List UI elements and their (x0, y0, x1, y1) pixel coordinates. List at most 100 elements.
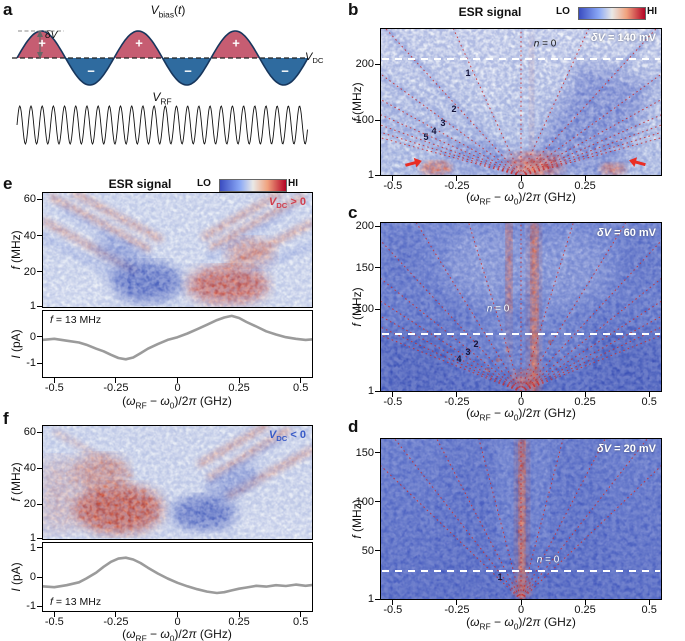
red-arrow-right (629, 157, 646, 167)
x-tick-label: 0.5 (293, 616, 309, 628)
y-tick-mark (37, 336, 42, 338)
heatmap-f (42, 425, 313, 540)
x-tick-mark (392, 392, 394, 397)
x-tick-label: 0.5 (293, 382, 309, 394)
heatmap-d (380, 438, 662, 600)
x-tick-mark (53, 378, 55, 383)
sideband-fan-lines (380, 438, 662, 600)
x-tick-mark (456, 392, 458, 397)
y-tick-label: 60 (23, 426, 36, 439)
y-tick-mark (37, 271, 42, 273)
x-tick-label: -0.25 (444, 180, 470, 192)
y-tick-label: 100 (355, 303, 374, 316)
heatmap-e (42, 192, 313, 308)
dashed-guide-line (382, 569, 660, 572)
y-tick-label: 0 (29, 571, 36, 583)
x-tick-label: 0 (517, 180, 525, 192)
y-tick-label: 50 (361, 544, 374, 557)
y-tick-label: 1 (29, 300, 36, 313)
current-trace (42, 314, 313, 361)
x-tick-mark (456, 176, 458, 181)
y-tick-label: 100 (355, 114, 374, 127)
y-tick-mark (375, 550, 380, 552)
fan-label-2: 2 (473, 339, 479, 349)
y-tick-label: 100 (355, 495, 374, 508)
panel-letter-f: f (3, 409, 9, 428)
heatmap-c (380, 222, 662, 392)
y-tick-label: 40 (23, 462, 36, 475)
x-tick-mark (584, 176, 586, 181)
y-tick-mark (37, 362, 42, 364)
vbias-label: Vbias(t) (150, 3, 186, 20)
y-tick-mark (375, 225, 380, 227)
y-tick-mark (37, 503, 42, 505)
x-tick-label: -0.5 (383, 396, 403, 408)
n0-annotation-b: n = 0 (533, 38, 557, 50)
y-tick-mark (37, 235, 42, 236)
panel-letter-d: d (348, 417, 359, 436)
x-axis-label-f: (ωRF − ω0)/2π (GHz) (122, 627, 232, 641)
y-tick-mark (375, 501, 380, 503)
delta-v-label: δV (45, 30, 58, 41)
y-tick-mark (375, 598, 380, 600)
x-tick-label: 0 (517, 604, 525, 616)
minus-sign: − (184, 63, 192, 79)
x-tick-mark (392, 176, 394, 181)
x-tick-label: 0.25 (574, 396, 596, 408)
x-tick-label: 0 (174, 382, 181, 394)
x-tick-mark (648, 392, 650, 397)
n0-annotation-c: n = 0 (486, 303, 510, 315)
panel-letter-b: b (348, 0, 359, 19)
y-tick-label: -1 (26, 600, 36, 613)
x-tick-mark (456, 600, 458, 605)
delta-v-annotation-b: δV = 140 mV (590, 32, 656, 44)
plus-sign: + (38, 35, 46, 51)
panel-letter-e: e (3, 174, 13, 193)
fan-label-5: 5 (423, 132, 429, 142)
fan-label-2: 2 (451, 104, 457, 114)
colorbar (578, 7, 646, 20)
delta-v-annotation-d: δV = 20 mV (596, 443, 656, 455)
esr-signal-title: ESR signal (108, 177, 172, 191)
y-tick-mark (375, 119, 380, 121)
minus-sign: − (281, 63, 289, 79)
y-tick-label: 200 (355, 220, 374, 233)
delta-v-annotation-c: δV = 60 mV (596, 227, 656, 239)
fan-label-1: 1 (465, 68, 471, 78)
red-arrow-left (405, 157, 422, 168)
x-tick-mark (115, 612, 117, 617)
y-tick-label: 40 (23, 229, 36, 242)
fan-label-4: 4 (431, 126, 437, 136)
vdc-negative-annotation: VDC < 0 (268, 429, 306, 444)
fan-label-4: 4 (456, 354, 462, 364)
colorbar (219, 179, 287, 192)
dashed-guide-line (382, 57, 660, 60)
y-tick-mark (37, 547, 42, 549)
vrf-label: VRF (152, 90, 172, 107)
f13-annotation-f: f = 13 MHz (50, 596, 102, 608)
y-tick-label: 1 (367, 593, 374, 606)
x-tick-label: -0.25 (444, 396, 470, 408)
x-tick-label: 0.5 (641, 604, 657, 616)
sideband-fan-lines (380, 222, 662, 392)
y-tick-label: 150 (355, 261, 374, 274)
y-tick-mark (375, 390, 380, 392)
fan-label-3: 3 (440, 118, 446, 128)
y-tick-label: 1 (367, 385, 374, 398)
fan-label-3: 3 (465, 347, 471, 357)
x-tick-mark (177, 378, 178, 383)
vdc-positive-annotation: VDC > 0 (268, 196, 306, 211)
y-tick-mark (375, 308, 380, 310)
y-tick-mark (37, 605, 42, 607)
line-plot-e (42, 314, 313, 361)
x-tick-mark (238, 378, 240, 383)
x-tick-label: -0.25 (103, 382, 129, 394)
y-tick-label: 1 (29, 532, 36, 545)
y-tick-label: 1 (29, 541, 36, 554)
y-tick-mark (37, 576, 42, 578)
y-tick-label: -1 (26, 357, 36, 370)
minus-sign: − (87, 63, 95, 79)
plus-sign: + (135, 35, 143, 51)
y-tick-mark (375, 267, 380, 269)
x-tick-label: 0.5 (641, 396, 657, 408)
